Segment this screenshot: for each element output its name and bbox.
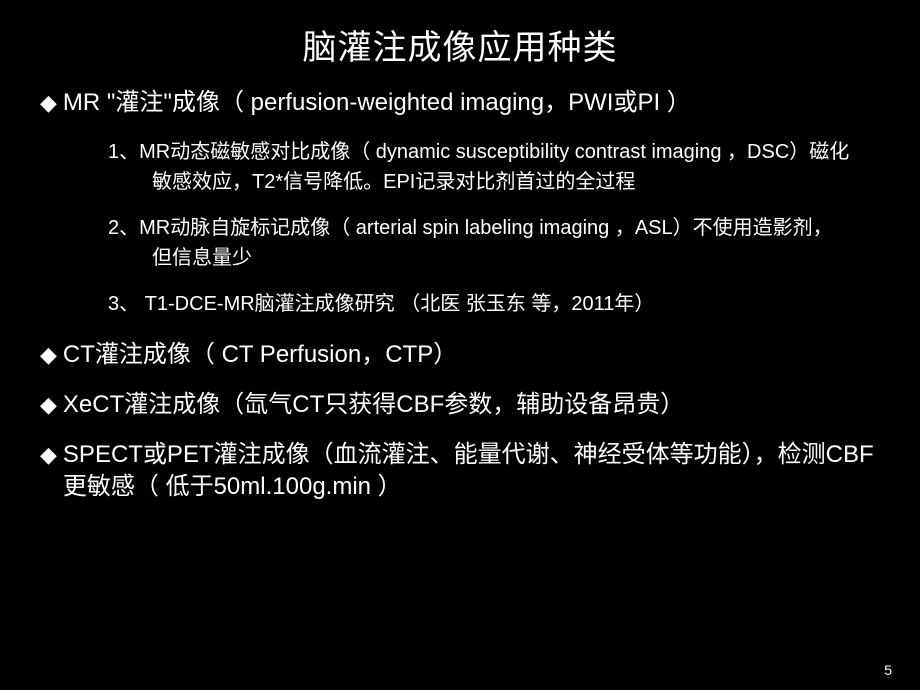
diamond-icon: ◆ <box>40 339 57 371</box>
sub-list: 1、MR动态磁敏感对比成像（ dynamic susceptibility co… <box>108 137 850 319</box>
diamond-icon: ◆ <box>40 87 57 119</box>
sub-item: 3、 T1-DCE-MR脑灌注成像研究 （北医 张玉东 等，2011年） <box>108 289 850 319</box>
bullet-text: XeCT灌注成像（氙气CT只获得CBF参数，辅助设备昂贵） <box>63 389 684 421</box>
sub-item: 1、MR动态磁敏感对比成像（ dynamic susceptibility co… <box>108 137 850 197</box>
bullet-text: SPECT或PET灌注成像（血流灌注、能量代谢、神经受体等功能），检测CBF更敏… <box>63 439 880 503</box>
bullet-text: MR "灌注"成像（ perfusion-weighted imaging，PW… <box>63 87 691 119</box>
bullet-item: ◆ MR "灌注"成像（ perfusion-weighted imaging，… <box>40 87 880 119</box>
diamond-icon: ◆ <box>40 439 57 471</box>
bullet-item: ◆ XeCT灌注成像（氙气CT只获得CBF参数，辅助设备昂贵） <box>40 389 880 421</box>
page-number: 5 <box>884 662 892 678</box>
slide: 脑灌注成像应用种类 ◆ MR "灌注"成像（ perfusion-weighte… <box>0 0 920 690</box>
bullet-item: ◆ CT灌注成像（ CT Perfusion，CTP） <box>40 339 880 371</box>
bullet-text: CT灌注成像（ CT Perfusion，CTP） <box>63 339 457 371</box>
sub-item: 2、MR动脉自旋标记成像（ arterial spin labeling ima… <box>108 213 850 273</box>
bullet-item: ◆ SPECT或PET灌注成像（血流灌注、能量代谢、神经受体等功能），检测CBF… <box>40 439 880 503</box>
diamond-icon: ◆ <box>40 389 57 421</box>
slide-title: 脑灌注成像应用种类 <box>40 20 880 69</box>
